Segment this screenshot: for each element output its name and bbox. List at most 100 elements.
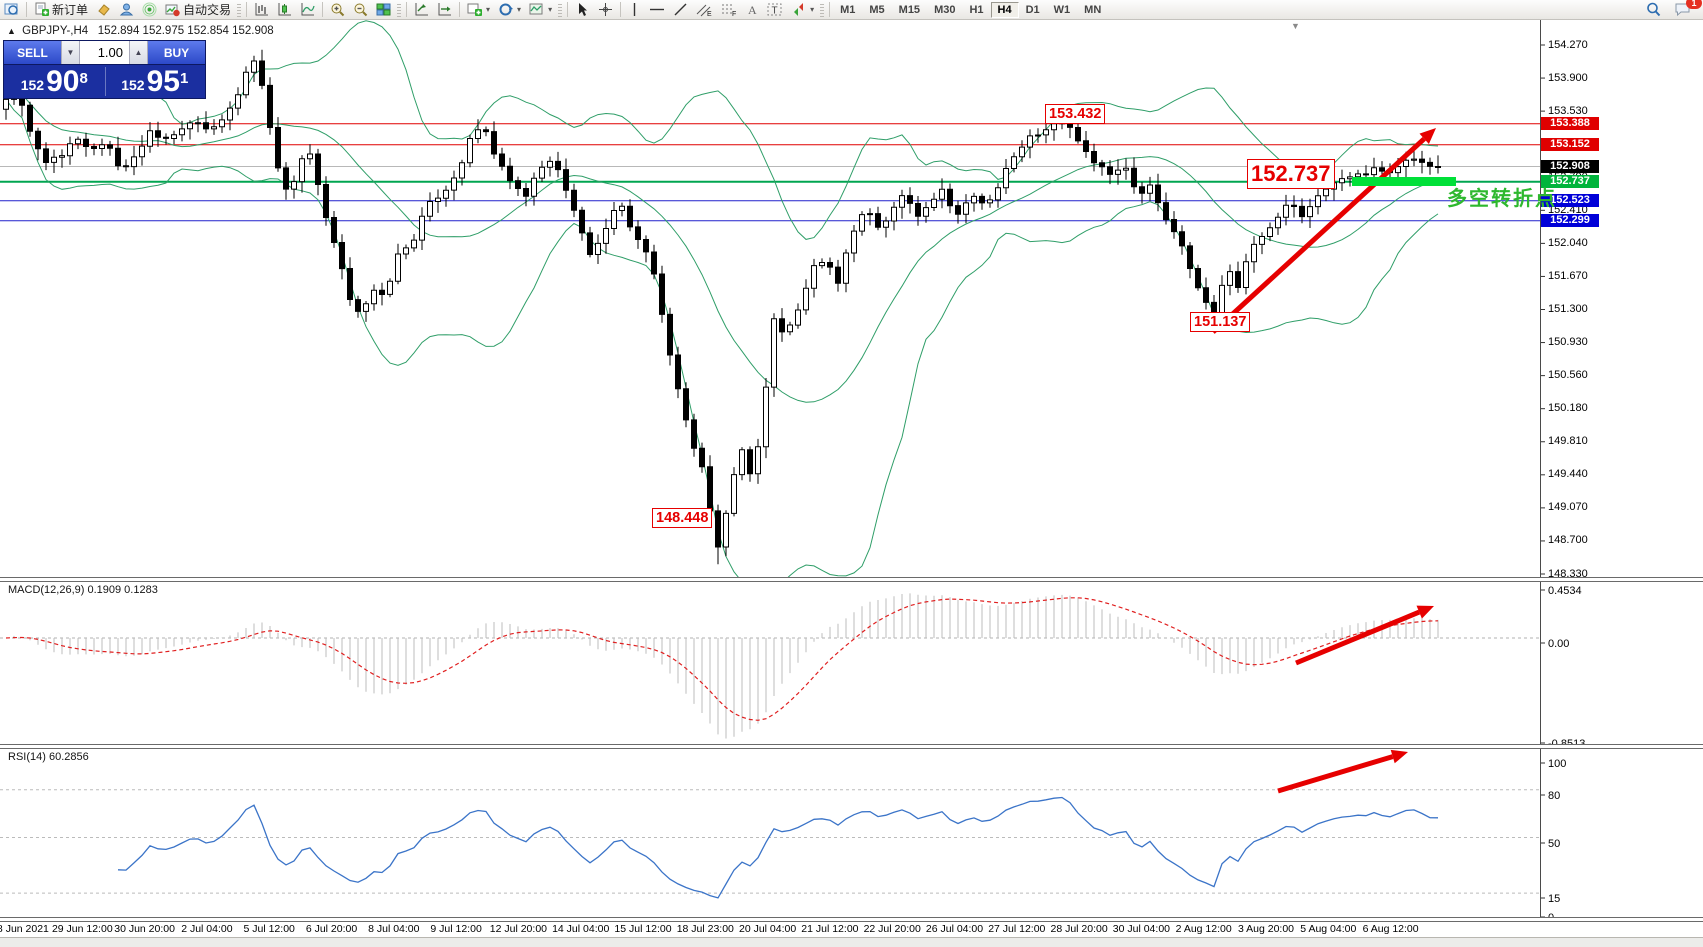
text-tool[interactable]: A [742,1,763,19]
macd-panel-separator[interactable] [0,577,1703,582]
crosshair-icon [599,3,613,16]
annotation-label-153.432[interactable]: 153.432 [1045,104,1106,125]
timeframe-w1[interactable]: W1 [1053,3,1071,16]
bar-chart-button[interactable] [250,1,273,19]
timeframe-m30[interactable]: M30 [934,3,956,16]
cursor-icon [579,3,588,16]
chart-shift-marker[interactable]: ▼ [1291,21,1300,31]
autotrading-label: 自动交易 [183,3,232,17]
buy-price[interactable]: 152 95 1 [105,65,206,98]
time-axis-label: 30 Jul 04:00 [1112,923,1170,935]
buy-price-integer: 152 [121,77,145,93]
new-order-button[interactable]: 新订单 [30,1,92,19]
price-tick: 149.440 [1548,468,1588,481]
time-axis-label: 9 Jul 12:00 [430,923,482,935]
time-axis-label: 2 Aug 12:00 [1175,923,1232,935]
buy-button[interactable]: BUY [148,41,205,64]
tile-windows-button[interactable] [372,1,395,19]
dropdown-caret: ▾ [517,5,522,14]
time-axis-label: 5 Jul 12:00 [243,923,295,935]
price-tick: 149.810 [1548,435,1588,448]
chart-autoscroll-button[interactable] [433,1,456,19]
crosshair-tool-button[interactable] [594,1,617,19]
text-label-icon: T [767,3,782,17]
tile-windows-icon [376,3,391,16]
rsi-panel-separator[interactable] [0,744,1703,749]
add-indicator-icon [467,3,483,16]
annotation-label-151.137[interactable]: 151.137 [1190,312,1251,333]
line-chart-button[interactable] [296,1,319,19]
timeframe-h1[interactable]: H1 [969,3,984,16]
sell-button[interactable]: SELL [4,41,61,64]
community-button[interactable] [115,1,138,19]
autotrading-button[interactable]: 自动交易 [161,1,235,19]
pivot-annotation-text: 多空转折点 [1447,188,1557,210]
arrows-tool[interactable]: ▾ [787,1,818,19]
chart-shift-button[interactable] [410,1,433,19]
volume-decrease-button[interactable]: ▼ [61,41,80,64]
time-axis-label: 20 Jul 04:00 [738,923,797,935]
cursor-tool-button[interactable] [571,1,594,19]
price-badge-152.299: 152.299 [1541,214,1599,228]
zoom-in-button[interactable] [326,1,349,19]
trendline-tool[interactable] [669,1,692,19]
rsi-label: RSI(14) 60.2856 [8,751,89,763]
notifications-button[interactable]: 1 [1671,0,1702,19]
search-button[interactable] [1642,1,1665,19]
main-toolbar: 新订单 自动交易 [0,0,1703,20]
svg-text:A: A [748,3,757,17]
macd-axis-value: 0.4534 [1548,585,1582,597]
zoom-in-icon [331,3,345,17]
timeframe-mn[interactable]: MN [1084,3,1102,16]
templates-button[interactable]: ▾ [525,1,556,19]
rsi-axis-value: 50 [1548,838,1561,850]
rsi-axis-value: 100 [1548,758,1567,770]
zoom-out-icon [354,3,368,17]
time-axis-label: 18 Jul 23:00 [676,923,734,935]
annotation-label-152.737[interactable]: 152.737 [1247,159,1335,189]
open-chart-button[interactable] [0,1,23,19]
annotation-label-148.448[interactable]: 148.448 [652,508,713,529]
horizontal-line-tool[interactable] [645,1,669,19]
horizontal-line-icon [650,8,665,11]
arrows-icon [794,3,804,16]
sell-price[interactable]: 152 90 8 [4,65,105,98]
timeframe-m1[interactable]: M1 [840,3,856,16]
timeframe-d1[interactable]: D1 [1025,3,1040,16]
volume-input[interactable]: 1.00 [80,41,129,64]
new-order-label: 新订单 [52,3,89,17]
macd-up-arrow [1295,605,1434,666]
candlestick-chart-button[interactable] [273,1,296,19]
rsi-up-arrow [1277,749,1408,794]
text-label-tool[interactable]: T [763,1,787,19]
macd-axis-value: 0.00 [1548,638,1570,650]
timeframe-h4[interactable]: H4 [990,1,1019,18]
zoom-out-button[interactable] [349,1,372,19]
timeframe-group: M1 M5 M15 M30 H1 H4 D1 W1 MN [833,1,1108,18]
timeframe-m5[interactable]: M5 [869,3,885,16]
price-tick: 153.530 [1548,104,1588,117]
equidistant-channel-tool[interactable]: E [692,1,717,19]
eraser-button[interactable] [92,1,115,19]
chart-title: ▲ GBPJPY-,H4 152.894 152.975 152.854 152… [7,25,274,37]
timeframe-m15[interactable]: M15 [898,3,921,16]
time-axis-label: 5 Aug 04:00 [1300,923,1357,935]
time-axis-separator [0,917,1703,922]
chart-shift-icon [415,3,429,16]
price-tick: 148.330 [1548,567,1588,580]
cycle-button[interactable]: ▾ [494,1,525,19]
chart-marker-icon: ▲ [7,26,16,36]
vertical-line-tool[interactable] [624,1,645,19]
price-tick: 153.900 [1548,71,1588,84]
add-indicator-button[interactable]: ▾ [463,1,494,19]
time-axis-label: 8 Jul 04:00 [368,923,420,935]
eraser-icon [98,4,110,16]
price-tick: 151.670 [1548,269,1588,282]
signal-icon [142,2,157,17]
candlestick-icon [278,3,292,16]
signals-button[interactable] [138,1,161,19]
fibonacci-tool[interactable]: F [717,1,742,19]
volume-increase-button[interactable]: ▲ [129,41,148,64]
